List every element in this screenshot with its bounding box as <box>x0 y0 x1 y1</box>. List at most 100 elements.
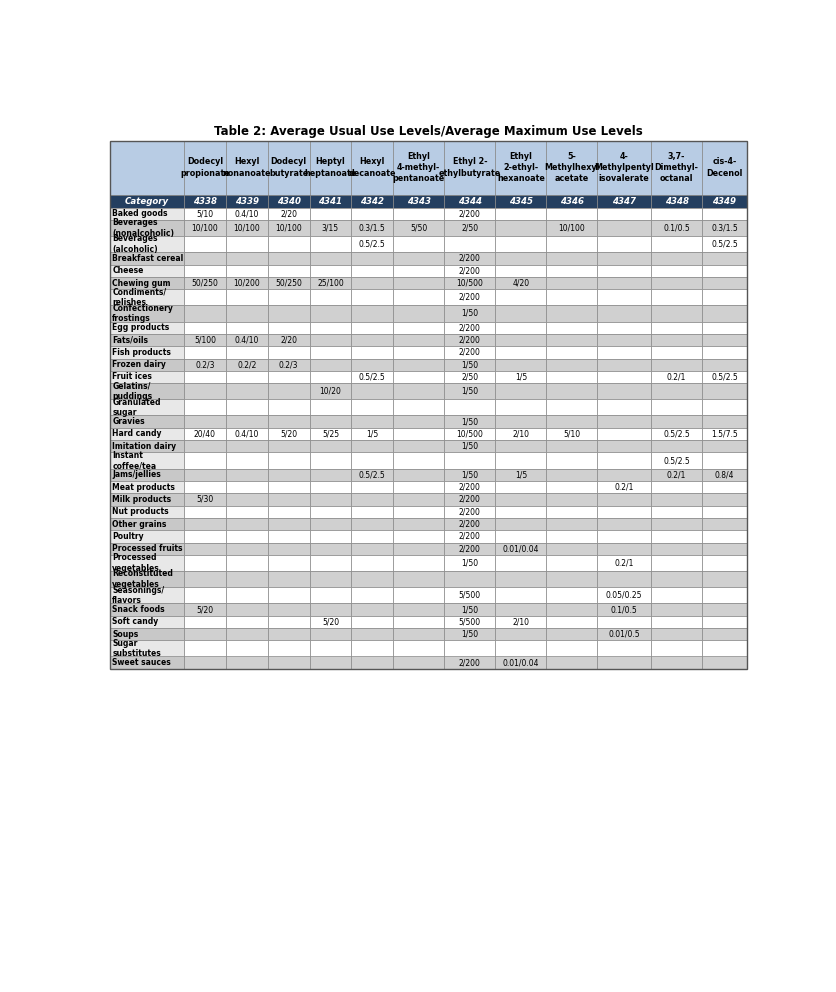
Bar <box>444 452 495 468</box>
Bar <box>702 657 747 669</box>
Bar <box>495 346 547 358</box>
Bar <box>547 207 598 220</box>
Bar <box>547 290 598 306</box>
Bar <box>184 530 226 543</box>
Bar <box>226 428 268 440</box>
Bar <box>495 603 547 616</box>
Text: Gravies: Gravies <box>112 418 145 427</box>
Bar <box>351 587 393 603</box>
Bar <box>110 440 184 452</box>
Bar <box>351 603 393 616</box>
Bar <box>444 306 495 321</box>
Bar <box>444 416 495 428</box>
Bar <box>184 416 226 428</box>
Bar <box>651 334 702 346</box>
Bar <box>444 334 495 346</box>
Bar <box>598 543 651 555</box>
Bar <box>444 481 495 493</box>
Bar <box>598 428 651 440</box>
Bar <box>651 603 702 616</box>
Bar <box>495 452 547 468</box>
Text: Table 2: Average Usual Use Levels/Average Maximum Use Levels: Table 2: Average Usual Use Levels/Averag… <box>214 125 643 138</box>
Bar <box>651 481 702 493</box>
Bar <box>547 220 598 236</box>
Bar <box>444 194 495 207</box>
Bar <box>110 400 184 416</box>
Bar <box>495 506 547 518</box>
Text: 10/100: 10/100 <box>558 223 585 232</box>
Text: Heptyl
heptanoate: Heptyl heptanoate <box>304 158 357 178</box>
Text: Gelatins/
puddings: Gelatins/ puddings <box>112 382 152 401</box>
Bar <box>226 616 268 628</box>
Bar <box>444 587 495 603</box>
Text: 4347: 4347 <box>612 196 636 205</box>
Bar <box>110 518 184 530</box>
Bar <box>309 530 351 543</box>
Text: 1/50: 1/50 <box>461 441 478 450</box>
Bar <box>110 640 184 657</box>
Text: Soups: Soups <box>112 630 139 639</box>
Bar <box>444 290 495 306</box>
Bar <box>547 628 598 640</box>
Bar <box>309 452 351 468</box>
Bar <box>702 236 747 252</box>
Bar <box>598 321 651 334</box>
Bar <box>110 587 184 603</box>
Text: 0.01/0.04: 0.01/0.04 <box>502 658 539 668</box>
Bar <box>495 640 547 657</box>
Bar <box>651 277 702 290</box>
Bar <box>110 571 184 587</box>
Bar <box>702 468 747 481</box>
Bar <box>184 334 226 346</box>
Bar <box>309 416 351 428</box>
Bar <box>547 371 598 383</box>
Text: Jams/jellies: Jams/jellies <box>112 470 161 479</box>
Bar <box>351 440 393 452</box>
Bar <box>393 493 444 506</box>
Bar <box>495 481 547 493</box>
Bar <box>393 220 444 236</box>
Bar <box>702 207 747 220</box>
Bar <box>598 416 651 428</box>
Bar <box>651 468 702 481</box>
Bar <box>702 371 747 383</box>
Bar <box>110 141 184 194</box>
Text: 1/50: 1/50 <box>461 558 478 567</box>
Bar <box>702 506 747 518</box>
Text: Seasonings/
flavors: Seasonings/ flavors <box>112 585 165 605</box>
Bar <box>598 383 651 400</box>
Bar <box>393 440 444 452</box>
Text: 0.2/1: 0.2/1 <box>614 482 634 492</box>
Bar <box>393 506 444 518</box>
Bar <box>184 194 226 207</box>
Text: Chewing gum: Chewing gum <box>112 279 171 288</box>
Bar <box>351 207 393 220</box>
Bar <box>351 334 393 346</box>
Bar <box>444 400 495 416</box>
Bar <box>226 603 268 616</box>
Bar <box>351 400 393 416</box>
Bar <box>598 571 651 587</box>
Bar <box>184 571 226 587</box>
Bar <box>110 481 184 493</box>
Text: 1/50: 1/50 <box>461 360 478 369</box>
Bar <box>598 493 651 506</box>
Bar <box>110 252 184 265</box>
Text: 1/5: 1/5 <box>366 430 379 438</box>
Text: 2/200: 2/200 <box>459 532 481 541</box>
Text: Processed fruits: Processed fruits <box>112 545 183 554</box>
Bar <box>309 468 351 481</box>
Bar <box>393 236 444 252</box>
Bar <box>268 428 309 440</box>
Bar <box>444 440 495 452</box>
Bar <box>651 416 702 428</box>
Text: Sweet sauces: Sweet sauces <box>112 658 171 668</box>
Text: 10/500: 10/500 <box>456 430 483 438</box>
Bar <box>226 321 268 334</box>
Bar <box>226 265 268 277</box>
Bar <box>309 194 351 207</box>
Bar <box>495 587 547 603</box>
Bar <box>495 321 547 334</box>
Bar <box>651 346 702 358</box>
Bar <box>226 358 268 371</box>
